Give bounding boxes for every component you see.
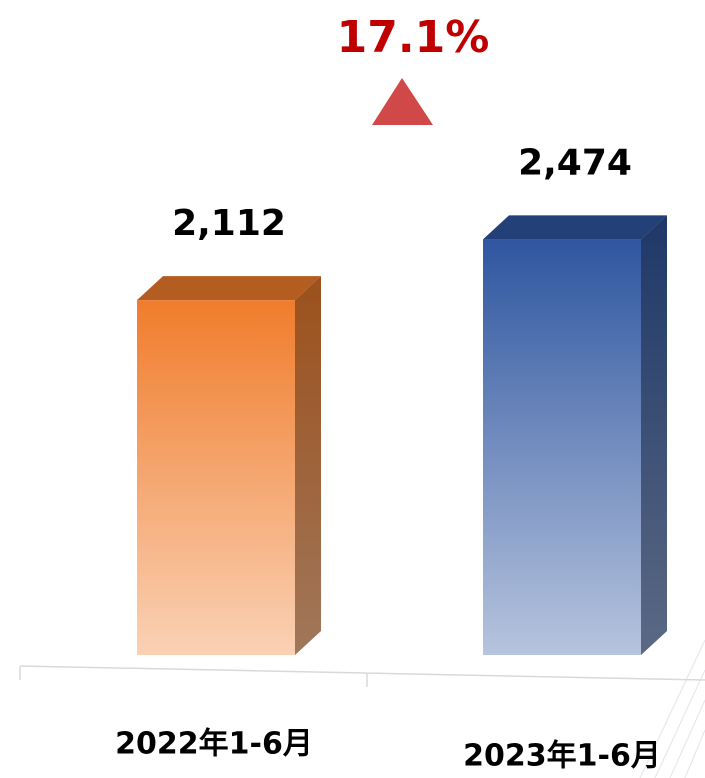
bar-top-shade <box>137 276 321 301</box>
bar-front <box>137 300 295 655</box>
bar-side-shade <box>295 276 321 655</box>
value-label: 2,112 <box>172 203 286 244</box>
bar-top <box>483 215 667 240</box>
annotation: 17.1% <box>337 12 490 63</box>
bar-front <box>483 239 641 656</box>
x-tick-label: 2023年1-6月 <box>463 739 661 774</box>
increase-triangle <box>372 78 433 125</box>
bar-top <box>137 276 321 301</box>
value-label: 2,474 <box>518 142 632 183</box>
x-tick-label: 2022年1-6月 <box>115 727 313 762</box>
bar-top-shade <box>483 215 667 240</box>
bar <box>137 276 321 655</box>
decor-lines <box>639 639 705 778</box>
x-axis <box>19 665 705 681</box>
bar-side <box>641 215 667 656</box>
bar-side <box>295 276 321 655</box>
bar <box>483 215 667 656</box>
bar-side-shade <box>641 215 667 656</box>
